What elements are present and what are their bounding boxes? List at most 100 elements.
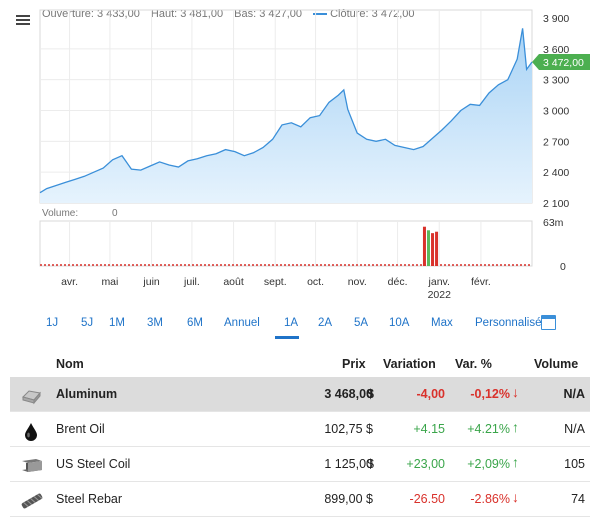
menu-icon[interactable] xyxy=(16,15,30,25)
row-volume: 105 xyxy=(564,457,585,471)
col-name: Nom xyxy=(56,357,84,371)
row-divider xyxy=(10,446,590,447)
row-change: +4.15 xyxy=(413,422,445,436)
range-max[interactable]: Max xyxy=(431,317,453,329)
arrow-down-icon: ↓ xyxy=(512,489,519,505)
row-divider xyxy=(10,481,590,482)
row-change: -4,00 xyxy=(416,387,446,401)
row-name[interactable]: Steel Rebar xyxy=(56,492,123,506)
close-series-swatch xyxy=(313,13,328,16)
range-6m[interactable]: 6M xyxy=(187,317,203,329)
x-tick-label: juin xyxy=(142,276,160,288)
row-currency: $ xyxy=(367,387,374,401)
table-row[interactable]: Steel Rebar 899,00 $ -26.50 -2.86% ↓ 74 xyxy=(10,482,590,516)
col-price: Prix xyxy=(342,357,366,371)
y-tick-label: 3 300 xyxy=(543,75,569,87)
x-tick-label: avr. xyxy=(61,276,78,288)
range-1j[interactable]: 1J xyxy=(46,317,59,329)
row-volume: 74 xyxy=(571,492,585,506)
x-tick-label: déc. xyxy=(388,276,408,288)
volume-bar xyxy=(431,233,435,266)
calendar-icon[interactable] xyxy=(541,315,556,330)
row-volume: N/A xyxy=(564,422,585,436)
commodities-table: Nom Prix Variation Var. % Volume Aluminu… xyxy=(10,353,590,517)
x-tick-label: nov. xyxy=(348,276,367,288)
row-change: -26.50 xyxy=(409,492,445,506)
aluminum-ingot-icon xyxy=(20,387,42,407)
oil-drop-icon xyxy=(20,422,42,442)
volume-bar xyxy=(426,230,430,266)
ohlc-legend: Ouverture: 3 433,00 Haut: 3 481,00 Bas: … xyxy=(42,8,430,20)
x-tick-label: mai xyxy=(101,276,118,288)
row-divider xyxy=(10,516,590,517)
open-value: Ouverture: 3 433,00 xyxy=(42,8,140,20)
range-3m[interactable]: 3M xyxy=(147,317,163,329)
price-line xyxy=(39,28,533,194)
table-header: Nom Prix Variation Var. % Volume xyxy=(10,353,590,377)
close-value: Clôture: 3 472,00 xyxy=(313,8,422,20)
last-price-tag xyxy=(532,53,590,70)
x-tick-label: juil. xyxy=(183,276,200,288)
y-tick-label: 3 000 xyxy=(543,106,569,118)
y-tick-label: 2 700 xyxy=(543,136,569,148)
x-year-label: 2022 xyxy=(428,289,452,301)
row-pct: -0,12% xyxy=(470,387,510,401)
row-change: +23,00 xyxy=(406,457,445,471)
row-name[interactable]: Brent Oil xyxy=(56,422,105,436)
range-selector: 1J 5J 1M 3M 6M Annuel 1A 2A 5A 10A Max Personnalisé xyxy=(36,315,566,341)
table-row[interactable]: US Steel Coil 1 125,00 $ +23,00 +2,09% ↑ 105 xyxy=(10,447,590,481)
x-tick-label: sept. xyxy=(264,276,287,288)
row-name[interactable]: Aluminum xyxy=(56,387,118,401)
volume-axis-max: 63m xyxy=(543,217,564,229)
row-price: 3 468,00 xyxy=(324,387,373,401)
y-tick-label: 2 100 xyxy=(543,198,569,210)
volume-axis-zero: 0 xyxy=(560,261,566,273)
price-chart[interactable]: avr. mai juin juil. août sept. oct. nov. déc. jan… xyxy=(0,0,601,310)
last-price-label: 3 472,00 xyxy=(543,57,584,69)
price-area xyxy=(40,28,532,203)
row-pct: -2.86% xyxy=(470,492,510,506)
high-value: Haut: 3 481,00 xyxy=(150,8,224,20)
x-tick-label: août xyxy=(223,276,244,288)
y-tick-label: 3 600 xyxy=(543,44,569,56)
col-pct: Var. % xyxy=(455,357,492,371)
col-volume: Volume xyxy=(534,357,579,371)
range-5j[interactable]: 5J xyxy=(81,317,94,329)
steel-beam-icon xyxy=(20,457,42,477)
volume-bar xyxy=(422,226,426,266)
table-row[interactable]: Aluminum 3 468,00 $ -4,00 -0,12% ↓ N/A xyxy=(10,377,590,411)
x-tick-label: févr. xyxy=(471,276,491,288)
row-pct: +2,09% xyxy=(467,457,510,471)
row-divider xyxy=(10,411,590,412)
low-value: Bas: 3 427,00 xyxy=(234,8,303,20)
range-1a[interactable]: 1A xyxy=(284,317,299,329)
range-personnalis[interactable]: Personnalisé xyxy=(475,317,542,329)
y-tick-label: 3 900 xyxy=(543,13,569,25)
arrow-up-icon: ↑ xyxy=(512,454,519,470)
volume-bar xyxy=(435,231,439,266)
row-currency: $ xyxy=(367,457,374,471)
table-row[interactable]: Brent Oil 102,75 $ +4.15 +4.21% ↑ N/A xyxy=(10,412,590,446)
range-5a[interactable]: 5A xyxy=(354,317,369,329)
row-price: 102,75 $ xyxy=(324,422,373,436)
row-name[interactable]: US Steel Coil xyxy=(56,457,131,471)
range-2a[interactable]: 2A xyxy=(318,317,333,329)
range-10a[interactable]: 10A xyxy=(389,317,410,329)
row-pct: +4.21% xyxy=(467,422,510,436)
volume-pane-frame xyxy=(39,220,533,267)
range-1m[interactable]: 1M xyxy=(109,317,125,329)
range-annuel[interactable]: Annuel xyxy=(224,317,260,329)
active-range-indicator xyxy=(275,336,299,339)
x-tick-label: oct. xyxy=(307,276,324,288)
arrow-up-icon: ↑ xyxy=(512,419,519,435)
y-tick-label: 2 400 xyxy=(543,167,569,179)
steel-rebar-icon xyxy=(20,492,43,512)
volume-value: 0 xyxy=(112,208,118,219)
arrow-down-icon: ↓ xyxy=(512,384,519,400)
row-volume: N/A xyxy=(563,387,585,401)
volume-label: Volume: xyxy=(42,208,78,219)
row-price: 1 125,00 xyxy=(324,457,373,471)
row-price: 899,00 $ xyxy=(324,492,373,506)
x-tick-label: janv. xyxy=(428,276,450,288)
col-change: Variation xyxy=(383,357,436,371)
